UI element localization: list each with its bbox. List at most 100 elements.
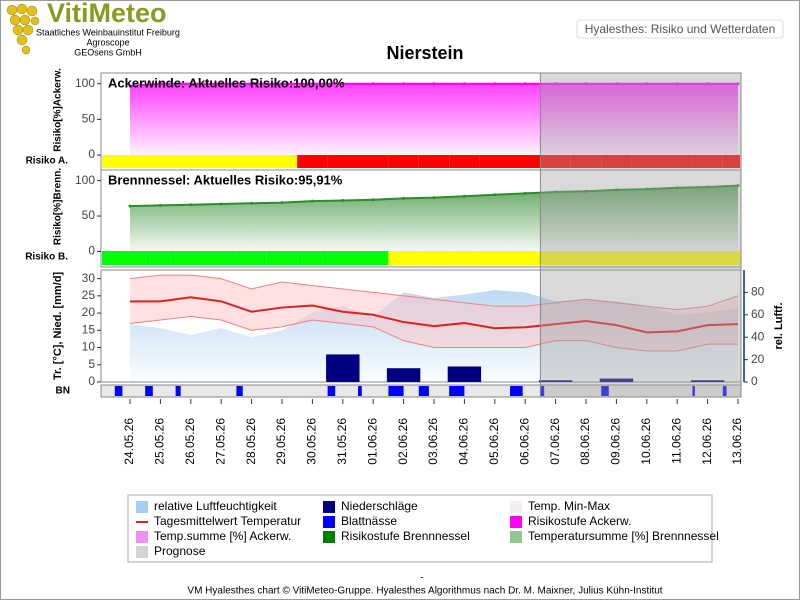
- y2-tick-label: 0: [751, 374, 758, 388]
- risk-point: [462, 82, 466, 86]
- risk-level: [570, 251, 602, 265]
- y-tick-label: 100: [75, 76, 95, 90]
- risk-level: [510, 251, 541, 265]
- x-tick-label: 31.05.26: [335, 418, 349, 465]
- risk-level: [236, 155, 267, 168]
- risk-point: [584, 189, 588, 193]
- leaf-wetness: [418, 386, 429, 396]
- logo-text: VitiMeteo: [47, 0, 167, 28]
- x-tick-label: 01.06.26: [365, 418, 379, 465]
- risk-level: [297, 155, 328, 168]
- x-tick-label: 08.06.26: [578, 418, 592, 465]
- risk-point: [310, 82, 314, 86]
- risk-point: [736, 82, 740, 86]
- leaf-wetness: [722, 386, 727, 396]
- risk-point: [158, 82, 162, 86]
- x-tick-label: 05.06.26: [487, 418, 501, 465]
- leaf-wetness: [601, 386, 609, 396]
- x-tick-label: 04.06.26: [457, 418, 471, 465]
- risk-point: [462, 194, 466, 198]
- risk-area: [130, 83, 738, 156]
- x-tick-label: 11.06.26: [669, 418, 683, 464]
- risk-level: [449, 251, 480, 265]
- temp-min-line: [129, 316, 738, 352]
- risk-level: [479, 155, 510, 168]
- legend-swatch: [510, 516, 522, 528]
- risk-point: [341, 198, 345, 202]
- risk-point: [280, 82, 284, 86]
- x-tick-label: 30.05.26: [305, 418, 319, 465]
- temp-max-line: [129, 274, 739, 311]
- legend-swatch: [510, 501, 522, 513]
- leaf-wetness: [540, 386, 545, 396]
- band-label: BN: [56, 386, 70, 397]
- legend-swatch: [136, 501, 148, 513]
- risk-point: [523, 82, 527, 86]
- risk-point: [432, 82, 436, 86]
- legend-box: [127, 494, 713, 563]
- risk-point: [158, 203, 162, 207]
- legend-label: Niederschläge: [341, 499, 418, 513]
- risk-level: [145, 155, 176, 168]
- risk-level: [327, 155, 358, 168]
- risk-level: [266, 251, 298, 265]
- nav-button-label[interactable]: Hyalesthes: Risiko und Wetterdaten: [585, 22, 776, 36]
- risk-point: [402, 196, 406, 200]
- risk-area: [130, 185, 738, 252]
- y-tick-label: 10: [82, 340, 96, 354]
- risk-point: [250, 201, 254, 205]
- risk-point: [189, 203, 193, 207]
- legend-swatch: [323, 516, 335, 528]
- y-tick-label: 30: [82, 271, 96, 285]
- leaf-wetness: [358, 386, 362, 396]
- risk-level: [449, 155, 480, 168]
- risk-point: [371, 198, 375, 202]
- legend-label: Temp.summe [%] Ackerw.: [154, 529, 291, 543]
- risk-point: [371, 82, 375, 86]
- y-tick-label: 50: [82, 112, 96, 126]
- legend-swatch: [323, 531, 335, 543]
- x-tick-label: 06.06.26: [517, 418, 531, 465]
- risk-level: [236, 251, 267, 265]
- logo-line: Agroscope: [86, 37, 129, 47]
- y-tick-label: 5: [88, 357, 95, 371]
- risk-point: [675, 82, 679, 86]
- precip-bar: [690, 380, 725, 382]
- risk-level: [692, 155, 723, 168]
- risk-level: [479, 251, 510, 265]
- panel-title: Brennnessel: Aktuelles Risiko:95,91%: [108, 172, 343, 187]
- leaf-wetness: [449, 386, 465, 396]
- legend-label: Risikostufe Ackerw.: [528, 514, 631, 528]
- leaf-wetness: [327, 386, 336, 396]
- x-tick-label: 28.05.26: [244, 418, 258, 465]
- footer: VM Hyalesthes chart © VitiMeteo-Gruppe. …: [187, 586, 662, 597]
- mean-temp-line: [130, 296, 739, 334]
- risk-level: [601, 155, 632, 168]
- risk-level: [631, 251, 662, 265]
- logo-grapes: [6, 3, 40, 55]
- x-tick-label: 03.06.26: [426, 418, 440, 465]
- y2-tick-label: 20: [751, 352, 765, 366]
- risk-level: [418, 155, 450, 168]
- risk-level: [540, 251, 571, 265]
- precip-bar: [599, 378, 634, 382]
- y-tick-label: 15: [82, 322, 96, 336]
- risk-point: [310, 199, 314, 203]
- x-tick-label: 02.06.26: [396, 418, 410, 465]
- y-axis-label: Risiko[%]Brenn.: [53, 168, 64, 245]
- risk-level: [102, 251, 146, 265]
- y-tick-label: 25: [82, 288, 96, 302]
- leaf-wetness: [510, 386, 523, 396]
- nav-button[interactable]: [576, 19, 784, 39]
- risk-level: [175, 251, 206, 265]
- risk-point: [554, 82, 558, 86]
- y-tick-label: 20: [82, 305, 96, 319]
- risk-point: [493, 193, 497, 197]
- risk-level: [601, 251, 632, 265]
- risk-point: [219, 82, 223, 86]
- legend-swatch: [510, 531, 522, 543]
- y2-tick-label: 80: [751, 285, 765, 299]
- logo-line: GEOsens GmbH: [74, 47, 142, 57]
- legend-label: relative Luftfeuchtigkeit: [154, 499, 277, 513]
